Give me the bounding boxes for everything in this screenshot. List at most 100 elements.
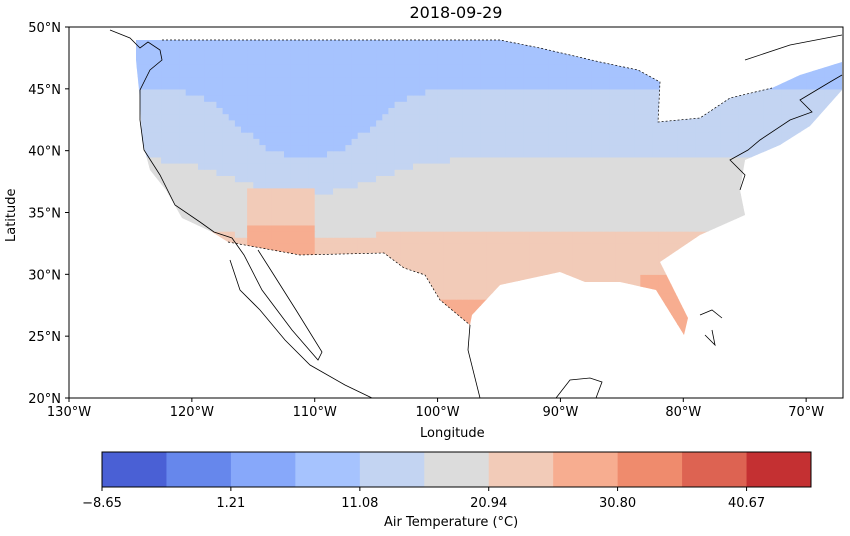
- field-cell: [431, 200, 439, 207]
- field-cell: [486, 237, 494, 244]
- field-cell: [542, 187, 549, 195]
- field-cell: [634, 187, 641, 195]
- field-cell: [800, 144, 807, 152]
- field-cell: [806, 206, 813, 214]
- field-cell: [234, 305, 242, 313]
- field-cell: [714, 255, 721, 263]
- field-cell: [603, 113, 611, 121]
- field-cell: [413, 268, 420, 275]
- field-cell: [738, 101, 746, 108]
- field-cell: [548, 336, 555, 343]
- field-cell: [161, 237, 168, 244]
- field-cell: [683, 274, 691, 282]
- field-cell: [486, 206, 494, 214]
- field-cell: [609, 132, 617, 139]
- field-cell: [499, 206, 506, 214]
- field-cell: [363, 163, 371, 170]
- field-cell: [333, 206, 340, 214]
- field-cell: [720, 119, 727, 127]
- field-cell: [296, 317, 304, 325]
- field-cell: [701, 231, 709, 238]
- field-cell: [241, 125, 248, 133]
- field-cell: [757, 317, 764, 325]
- field-cell: [443, 224, 451, 232]
- field-cell: [824, 212, 832, 220]
- field-cell: [572, 280, 580, 288]
- field-cell: [388, 317, 396, 325]
- field-cell: [591, 132, 598, 139]
- field-cell: [621, 317, 629, 325]
- field-cell: [474, 125, 482, 133]
- field-cell: [732, 249, 740, 257]
- field-cell: [621, 323, 629, 331]
- field-cell: [327, 144, 334, 152]
- field-cell: [603, 274, 611, 282]
- field-cell: [658, 132, 666, 139]
- field-cell: [738, 107, 746, 115]
- field-cell: [462, 286, 469, 294]
- field-cell: [210, 317, 218, 325]
- field-cell: [333, 262, 340, 269]
- field-cell: [634, 231, 641, 238]
- field-cell: [351, 311, 359, 319]
- field-cell: [646, 150, 654, 158]
- field-cell: [701, 262, 709, 269]
- field-cell: [523, 243, 531, 251]
- field-cell: [462, 193, 469, 201]
- field-cell: [191, 231, 199, 238]
- field-cell: [597, 125, 605, 133]
- field-cell: [634, 212, 641, 220]
- field-cell: [769, 336, 776, 343]
- field-cell: [603, 150, 611, 158]
- field-cell: [689, 286, 697, 294]
- field-cell: [652, 311, 660, 319]
- field-cell: [456, 187, 463, 195]
- field-cell: [155, 299, 162, 306]
- field-cell: [363, 224, 371, 232]
- field-cell: [658, 237, 666, 244]
- field-cell: [222, 299, 230, 306]
- field-cell: [818, 193, 826, 201]
- field-cell: [652, 317, 660, 325]
- field-cell: [474, 218, 482, 226]
- field-cell: [443, 193, 451, 201]
- field-cell: [499, 144, 506, 152]
- field-cell: [683, 119, 691, 127]
- field-cell: [198, 88, 205, 96]
- field-cell: [775, 113, 783, 121]
- field-cell: [818, 299, 826, 306]
- field-cell: [775, 305, 783, 313]
- field-cell: [124, 231, 131, 238]
- field-cell: [566, 255, 574, 263]
- field-cell: [560, 181, 568, 189]
- field-cell: [173, 323, 181, 331]
- field-cell: [265, 330, 273, 335]
- field-cell: [204, 144, 211, 152]
- field-cell: [505, 212, 512, 220]
- field-cell: [554, 262, 562, 269]
- field-cell: [615, 231, 623, 238]
- field-cell: [707, 280, 715, 288]
- field-cell: [394, 156, 402, 164]
- field-cell: [425, 336, 432, 343]
- field-cell: [671, 323, 678, 331]
- field-cell: [714, 218, 721, 226]
- field-cell: [560, 212, 568, 220]
- field-cell: [370, 262, 377, 269]
- field-cell: [173, 132, 181, 139]
- field-cell: [535, 200, 543, 207]
- field-cell: [775, 169, 783, 176]
- field-cell: [228, 243, 236, 251]
- field-cell: [769, 138, 777, 146]
- field-cell: [707, 175, 715, 183]
- field-cell: [271, 95, 279, 102]
- field-cell: [339, 119, 347, 127]
- field-cell: [800, 181, 807, 189]
- field-cell: [241, 206, 248, 214]
- field-cell: [492, 132, 500, 139]
- field-cell: [750, 218, 758, 226]
- field-cell: [474, 119, 482, 127]
- field-cell: [542, 249, 549, 257]
- field-cell: [148, 249, 156, 257]
- field-cell: [277, 212, 285, 220]
